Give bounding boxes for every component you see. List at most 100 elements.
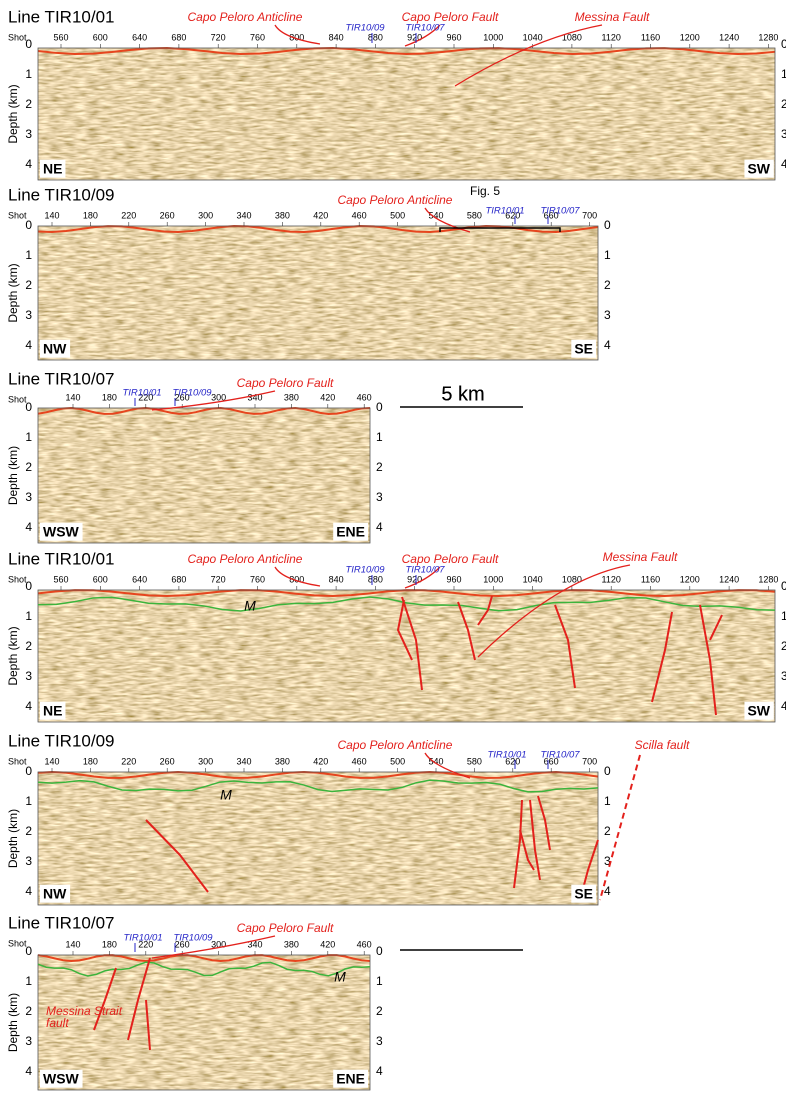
shot-tick-label: 340 xyxy=(247,939,262,949)
depth-tick-label: 3 xyxy=(604,854,611,868)
annotation-arrow xyxy=(454,24,603,87)
depth-tick-label: 3 xyxy=(376,490,383,504)
intersection-label: TIR10/07 xyxy=(405,23,445,34)
end-label: ENE xyxy=(336,524,365,540)
annotation-arrow xyxy=(477,564,631,658)
shot-tick-label: 500 xyxy=(390,210,405,220)
end-label-box xyxy=(333,522,368,541)
fault xyxy=(477,595,493,626)
shot-tick-label: 600 xyxy=(93,32,108,42)
fault xyxy=(529,799,541,881)
fault xyxy=(537,795,551,851)
depth-tick-label: 1 xyxy=(25,67,32,81)
frame xyxy=(37,589,776,723)
shot-tick-label: 800 xyxy=(289,32,304,42)
depth-tick-label: 1 xyxy=(781,609,786,623)
shot-tick-label: 1120 xyxy=(602,32,621,42)
end-label-box xyxy=(40,701,66,720)
depth-tick-label: 1 xyxy=(25,974,32,988)
depth-tick-label: 1 xyxy=(781,67,786,81)
annotation: Capo Peloro Fault xyxy=(402,552,499,566)
frame xyxy=(37,954,371,1091)
shot-tick-label: 1080 xyxy=(562,32,582,42)
shot-label: Shot xyxy=(8,394,27,404)
shot-tick-label: 1160 xyxy=(641,32,660,42)
shot-tick-label: 420 xyxy=(320,939,335,949)
depth-tick-label: 3 xyxy=(25,127,32,141)
annotation: M xyxy=(244,598,256,614)
depth-tick-label: 3 xyxy=(25,308,32,322)
panel-title: Line TIR10/07 xyxy=(8,913,114,932)
annotation: M xyxy=(334,969,346,985)
shot-label: Shot xyxy=(8,938,27,948)
depth-tick-label: 4 xyxy=(376,520,383,534)
shot-tick-label: 840 xyxy=(329,32,344,42)
frame xyxy=(37,225,599,361)
annotation: Messina Fault xyxy=(575,10,650,24)
fault xyxy=(127,957,151,1041)
shot-tick-label: 1200 xyxy=(680,32,700,42)
shot-tick-label: 220 xyxy=(121,210,136,220)
end-label-box xyxy=(40,159,66,178)
fault-dashed xyxy=(599,754,641,901)
panel-title: Line TIR10/09 xyxy=(8,731,114,750)
figure-bracket xyxy=(439,227,561,232)
depth-axis-label: Depth (km) xyxy=(6,626,20,685)
annotation-arrow xyxy=(151,935,276,959)
shot-tick-label: 300 xyxy=(211,939,226,949)
shot-tick-label: 1240 xyxy=(719,32,739,42)
shot-tick-label: 580 xyxy=(467,756,482,766)
end-label-box xyxy=(40,522,83,541)
depth-tick-label: 2 xyxy=(25,639,32,653)
shot-tick-label: 460 xyxy=(357,939,372,949)
annotation: Capo Peloro Anticline xyxy=(338,193,453,207)
annotation: Capo Peloro Anticline xyxy=(188,552,303,566)
shot-tick-label: 1040 xyxy=(523,32,543,42)
intersection-label: TIR10/01 xyxy=(122,388,161,399)
shot-tick-label: 220 xyxy=(138,392,153,402)
depth-tick-label: 4 xyxy=(781,699,786,713)
fault xyxy=(699,604,717,716)
shot-tick-label: 300 xyxy=(198,756,213,766)
shot-tick-label: 180 xyxy=(83,756,98,766)
depth-tick-label: 1 xyxy=(376,974,383,988)
shot-label: Shot xyxy=(8,210,27,220)
shot-tick-label: 140 xyxy=(65,939,80,949)
annotation: Capo Peloro Fault xyxy=(237,921,334,935)
shot-tick-label: 800 xyxy=(289,574,304,584)
depth-tick-label: 2 xyxy=(25,278,32,292)
depth-tick-label: 0 xyxy=(25,400,32,414)
depth-tick-label: 0 xyxy=(781,37,786,51)
shot-tick-label: 560 xyxy=(53,32,68,42)
depth-tick-label: 4 xyxy=(25,699,32,713)
shot-tick-label: 140 xyxy=(44,756,59,766)
shot-tick-label: 1160 xyxy=(641,574,660,584)
intersection-label: TIR10/01 xyxy=(485,206,524,217)
depth-tick-label: 4 xyxy=(781,157,786,171)
depth-tick-label: 2 xyxy=(376,460,383,474)
shot-tick-label: 760 xyxy=(250,32,265,42)
seismic-section xyxy=(38,955,370,1090)
shot-tick-label: 840 xyxy=(329,574,344,584)
shot-tick-label: 220 xyxy=(138,939,153,949)
end-label: SE xyxy=(574,341,593,357)
annotation-arrow xyxy=(151,390,276,411)
frame xyxy=(37,407,371,544)
shot-tick-label: 300 xyxy=(198,210,213,220)
shot-tick-label: 560 xyxy=(53,574,68,584)
shot-tick-label: 660 xyxy=(544,756,559,766)
shot-label: Shot xyxy=(8,32,27,42)
annotation-arrow xyxy=(404,24,441,47)
fault xyxy=(513,799,523,889)
fault xyxy=(145,999,151,1051)
depth-tick-label: 1 xyxy=(25,794,32,808)
depth-tick-label: 3 xyxy=(781,669,786,683)
end-label: NW xyxy=(43,341,67,357)
fault xyxy=(401,596,423,691)
depth-tick-label: 1 xyxy=(25,430,32,444)
shot-tick-label: 1280 xyxy=(758,574,778,584)
intersection-label: TIR10/09 xyxy=(345,565,385,576)
frame xyxy=(37,47,776,181)
shot-tick-label: 1280 xyxy=(758,32,778,42)
